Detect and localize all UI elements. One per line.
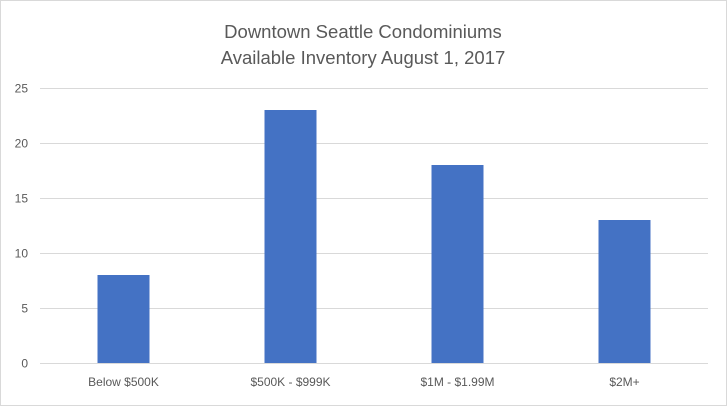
y-axis-tick-labels: 0 5 10 15 20 25 (15, 82, 29, 371)
y-tick-label: 0 (21, 357, 28, 371)
gridlines (40, 88, 708, 364)
y-tick-label: 25 (15, 82, 29, 96)
chart-title-line-1: Downtown Seattle Condominiums (224, 21, 502, 42)
y-tick-label: 5 (21, 302, 28, 316)
y-tick-label: 10 (15, 247, 29, 261)
bar-1 (97, 275, 150, 363)
x-tick-label: $2M+ (609, 375, 639, 389)
x-tick-label: $1M - $1.99M (420, 375, 494, 389)
y-tick-label: 20 (15, 137, 29, 151)
bar-4 (598, 220, 651, 363)
chart-title-line-2: Available Inventory August 1, 2017 (221, 47, 506, 68)
x-tick-label: Below $500K (88, 375, 159, 389)
x-tick-label: $500K - $999K (250, 375, 330, 389)
bar-3 (431, 165, 484, 363)
bar-2 (264, 110, 317, 363)
bars (97, 110, 651, 363)
x-axis-tick-labels: Below $500K $500K - $999K $1M - $1.99M $2M+ (88, 375, 640, 389)
y-tick-label: 15 (15, 192, 29, 206)
